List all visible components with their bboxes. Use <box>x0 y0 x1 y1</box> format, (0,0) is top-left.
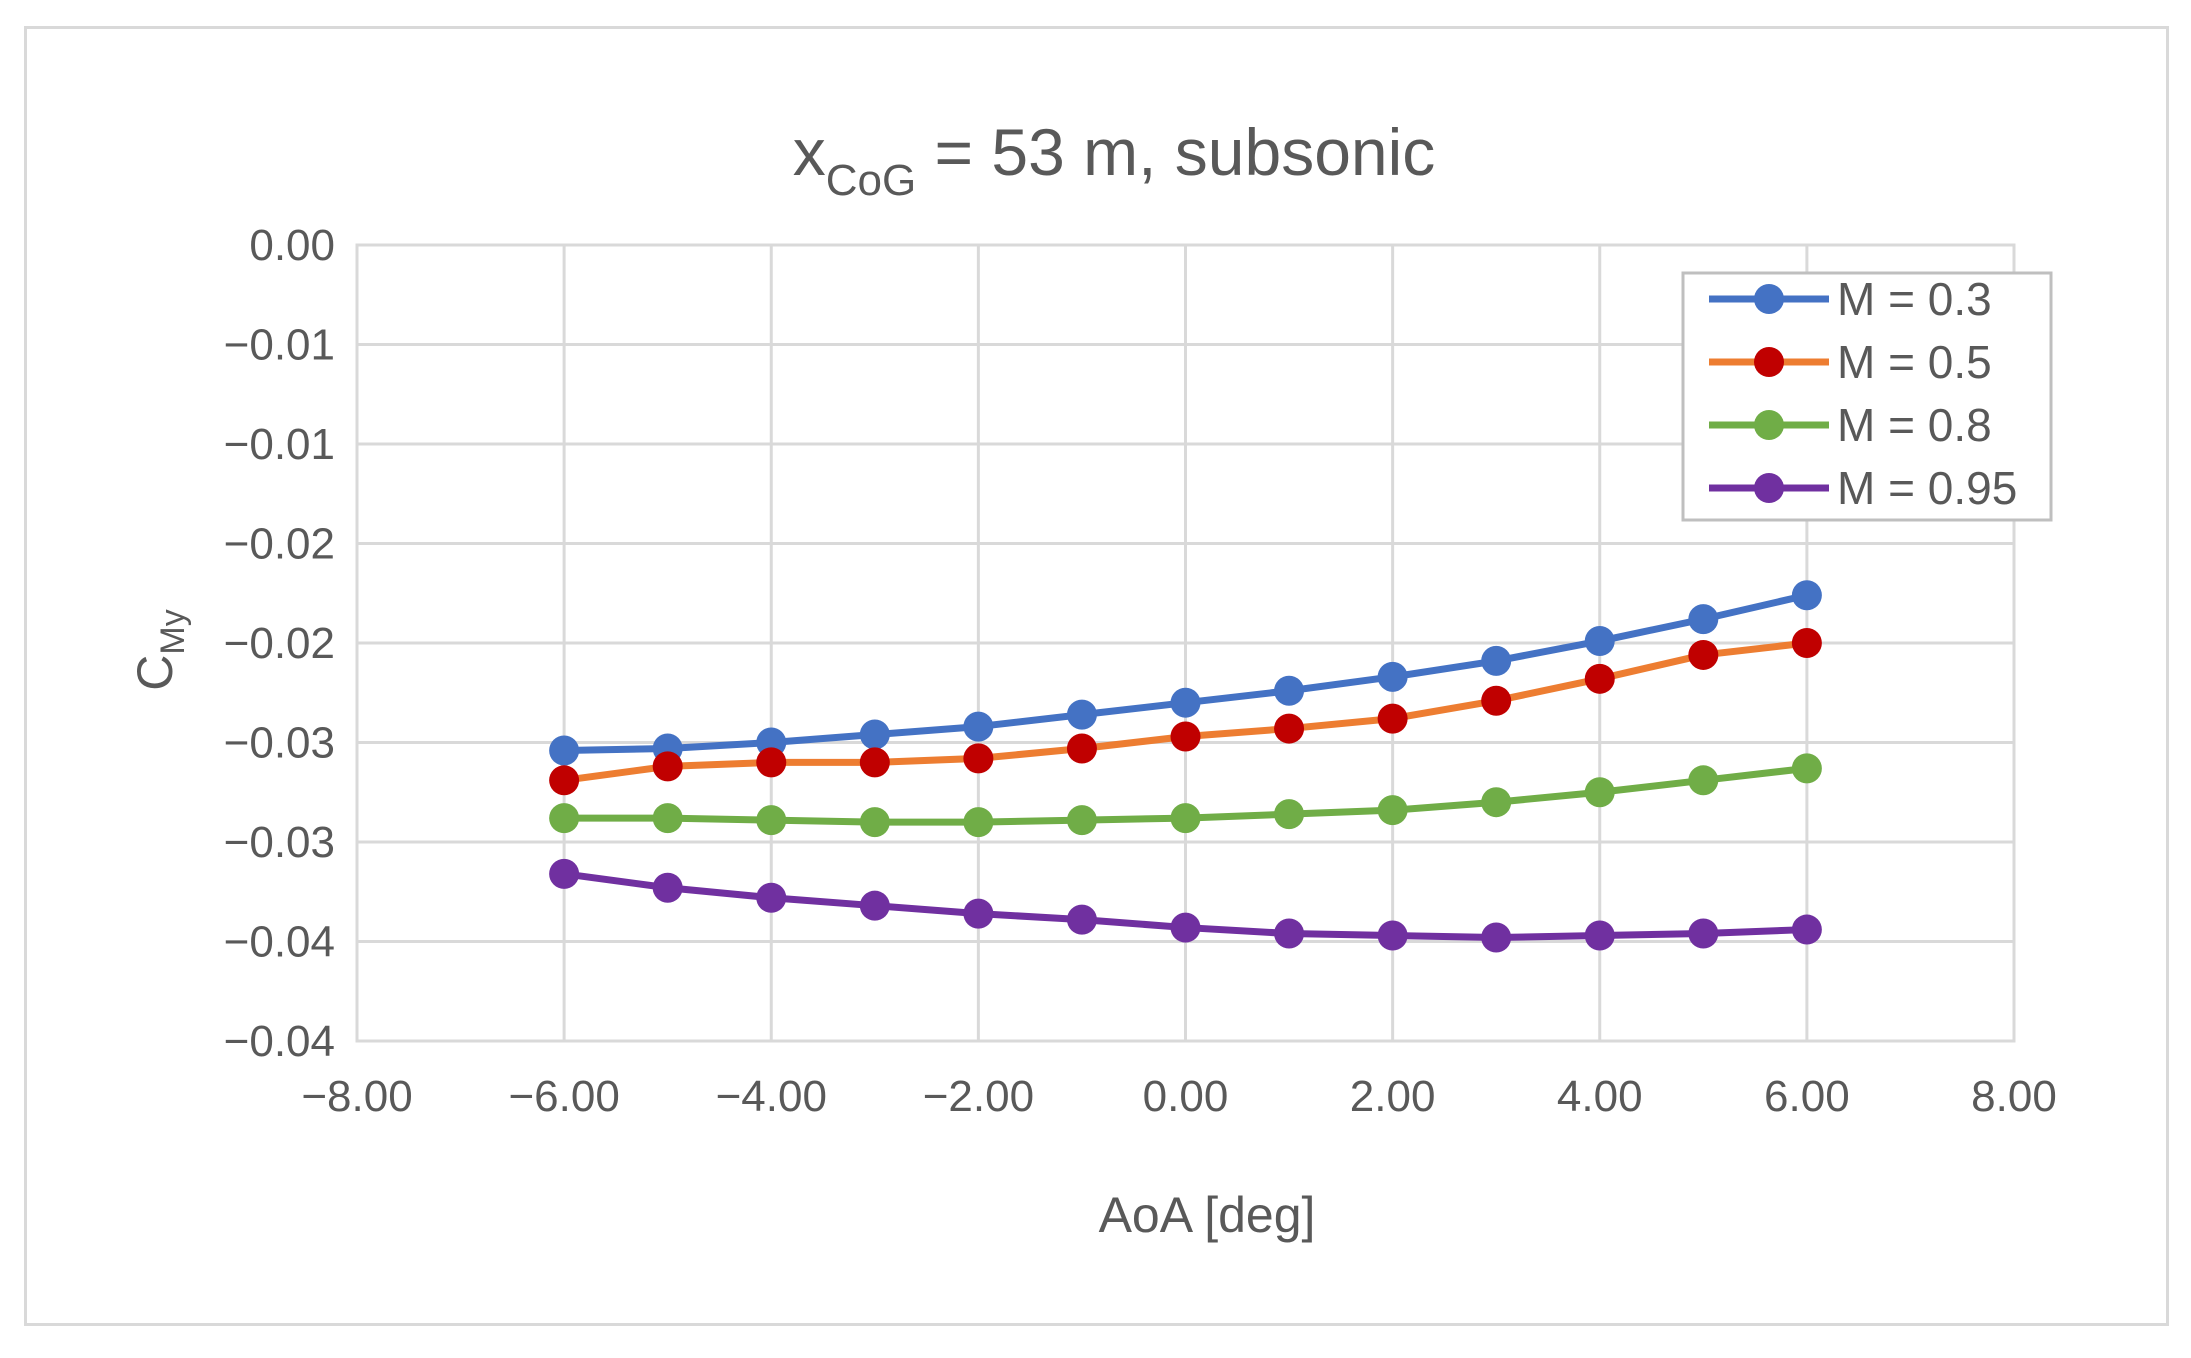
data-point <box>1584 663 1615 694</box>
legend-entry: M = 0.8 <box>1709 399 1992 451</box>
data-point <box>1481 645 1512 676</box>
series-2 <box>549 628 1822 796</box>
data-point <box>549 735 580 766</box>
data-point <box>1377 920 1408 951</box>
data-point <box>1688 604 1719 635</box>
data-point <box>859 747 890 778</box>
legend-marker <box>1754 284 1784 314</box>
data-point <box>1066 904 1097 935</box>
line-chart: xCoG = 53 m, subsonic −8.00 −6.00 −4.00 −2.… <box>127 115 2057 1243</box>
legend-marker <box>1754 473 1784 503</box>
data-point <box>1066 733 1097 764</box>
data-point <box>1274 799 1305 830</box>
x-tick-label: 6.00 <box>1764 1072 1850 1121</box>
data-point <box>1584 777 1615 808</box>
x-tick-label: 0.00 <box>1143 1072 1229 1121</box>
x-tick-label: 2.00 <box>1350 1072 1436 1121</box>
series-3 <box>549 753 1822 838</box>
legend-entry: M = 0.95 <box>1709 462 2017 514</box>
data-point <box>1688 765 1719 796</box>
data-point <box>1377 795 1408 826</box>
x-tick-label: −6.00 <box>508 1072 619 1121</box>
x-tick-label: −4.00 <box>716 1072 827 1121</box>
data-point <box>1170 721 1201 752</box>
series-1 <box>549 580 1822 766</box>
legend-box <box>1681 271 2053 522</box>
y-tick-label: −0.02 <box>224 619 335 668</box>
data-point <box>963 807 994 838</box>
data-point <box>963 711 994 742</box>
data-point <box>963 898 994 929</box>
data-point <box>652 751 683 782</box>
axis-layer: −8.00 −6.00 −4.00 −2.00 0.00 2.00 4.00 6.00 8.00… <box>224 221 2057 1121</box>
data-point <box>756 882 787 913</box>
data-point <box>1377 703 1408 734</box>
series-layer <box>549 580 1822 953</box>
data-point <box>859 807 890 838</box>
x-tick-label: −2.00 <box>923 1072 1034 1121</box>
data-point <box>652 803 683 834</box>
y-tick-label: −0.01 <box>224 420 335 469</box>
data-point <box>1791 580 1822 611</box>
y-tick-label: −0.04 <box>224 1017 335 1066</box>
chart-frame: xCoG = 53 m, subsonic −8.00 −6.00 −4.00 −2.… <box>24 26 2169 1326</box>
data-point <box>1584 920 1615 951</box>
y-tick-label: 0.00 <box>249 221 335 270</box>
x-tick-label: 4.00 <box>1557 1072 1643 1121</box>
chart-title: xCoG = 53 m, subsonic <box>793 115 1436 205</box>
data-point <box>1274 713 1305 744</box>
data-point <box>549 858 580 889</box>
data-point <box>1791 753 1822 784</box>
y-tick-label: −0.04 <box>224 918 335 967</box>
data-point <box>1791 914 1822 945</box>
y-tick-label: −0.03 <box>224 818 335 867</box>
data-point <box>756 805 787 836</box>
data-point <box>756 747 787 778</box>
data-point <box>1481 922 1512 953</box>
data-point <box>1791 628 1822 658</box>
series-4 <box>549 858 1822 953</box>
legend-label: M = 0.8 <box>1837 399 1992 451</box>
data-point <box>1170 687 1201 718</box>
y-tick-label: −0.03 <box>224 719 335 768</box>
x-tick-label: −8.00 <box>301 1072 412 1121</box>
legend-label: M = 0.5 <box>1837 336 1992 388</box>
x-axis-title: AoA [deg] <box>1099 1187 1316 1243</box>
y-tick-label: −0.01 <box>224 321 335 370</box>
data-point <box>1066 805 1097 836</box>
data-point <box>1481 685 1512 716</box>
data-point <box>1066 699 1097 730</box>
data-point <box>1481 787 1512 818</box>
y-tick-label: −0.02 <box>224 520 335 569</box>
data-point <box>1584 626 1615 657</box>
data-point <box>963 743 994 774</box>
data-point <box>1274 918 1305 949</box>
legend-label: M = 0.3 <box>1837 273 1992 325</box>
data-point <box>1377 661 1408 692</box>
data-point <box>1274 675 1305 706</box>
data-point <box>859 890 890 921</box>
data-point <box>859 719 890 750</box>
data-point <box>1170 912 1201 943</box>
data-point <box>1688 639 1719 670</box>
data-point <box>549 803 580 834</box>
legend-entry: M = 0.3 <box>1709 273 1992 325</box>
data-point <box>549 765 580 796</box>
y-axis-title: CMy <box>127 609 192 690</box>
legend-marker <box>1754 347 1784 377</box>
data-point <box>652 872 683 903</box>
data-point <box>1170 803 1201 834</box>
legend-entry: M = 0.5 <box>1709 336 1992 388</box>
legend-label: M = 0.95 <box>1837 462 2017 514</box>
x-tick-label: 8.00 <box>1971 1072 2057 1121</box>
data-point <box>1688 918 1719 949</box>
legend: M = 0.3 M = 0.5 M = 0.8 M = 0.95 <box>1681 271 2053 522</box>
legend-marker <box>1754 410 1784 440</box>
